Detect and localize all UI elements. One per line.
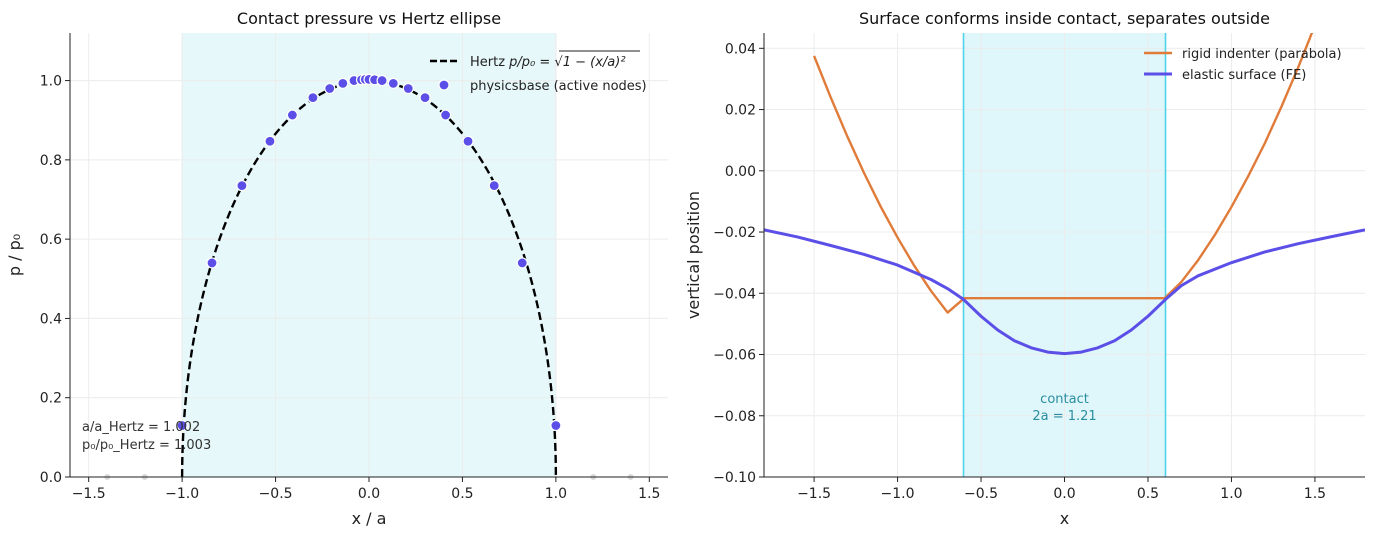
chart2-y-tick-label: −0.02	[713, 225, 756, 241]
elastic-surface-line	[764, 228, 1365, 356]
chart2-x-tick-label: −1.0	[881, 486, 915, 502]
chart2-x-tick-label: −1.5	[797, 486, 831, 502]
active-node-point	[206, 257, 218, 269]
active-node-point	[550, 419, 562, 432]
chart1-y-tick-label: 0.8	[40, 153, 62, 169]
legend-active-label: physicsbase (active nodes)	[470, 79, 647, 94]
chart1-y-tick-label: 0.6	[40, 232, 62, 248]
chart1-x-tick-label: 0.0	[358, 486, 380, 502]
chart2-x-tick-label: 1.0	[1220, 486, 1242, 502]
chart1-x-tick-label: −0.5	[259, 486, 293, 502]
chart2-x-tick-label: 0.5	[1137, 486, 1159, 502]
active-node-point	[488, 180, 500, 192]
chart1-x-axis-label: x / a	[352, 509, 387, 528]
chart1-y-tick-label: 0.4	[40, 311, 62, 327]
surface-chart: −1.5 −1.0 −0.5 0.0 0.5 1.0 1.5 −0.10 −0.08 −0.06 −…	[687, 9, 1365, 528]
active-node-point	[402, 82, 414, 95]
active-node-point	[462, 135, 474, 147]
chart2-y-tick-label: −0.04	[713, 286, 756, 302]
legend-active-swatch	[438, 79, 450, 91]
annotation-a-ratio: a/a_Hertz = 1.002	[82, 420, 200, 435]
chart1-x-tick-label: −1.5	[72, 486, 106, 502]
chart2-y-axis-label: vertical position	[687, 191, 703, 319]
chart2-y-tick-label: −0.06	[713, 348, 756, 364]
chart1-x-tick-label: 0.5	[451, 486, 473, 502]
chart1-y-tick-label: 1.0	[40, 74, 62, 90]
legend-indenter-label: rigid indenter (parabola)	[1182, 47, 1342, 62]
chart2-y-tick-label: 0.04	[725, 41, 756, 57]
active-node-point	[376, 74, 388, 87]
chart2-y-tick-label: 0.00	[725, 164, 756, 180]
chart2-y-tick-label: −0.08	[713, 409, 756, 425]
chart2-x-tick-label: −0.5	[964, 486, 998, 502]
chart1-y-tick-label: 0.2	[40, 391, 62, 407]
legend-hertz-label: Hertz p/p₀ = √1 − (x/a)²	[470, 55, 626, 70]
chart1-x-tick-label: 1.0	[545, 486, 567, 502]
active-node-point	[286, 109, 298, 121]
legend-surface-label: elastic surface (FE)	[1182, 68, 1306, 83]
chart2-y-tick-label: −0.10	[713, 470, 756, 486]
chart1-x-tick-label: 1.5	[638, 486, 660, 502]
active-node-point	[324, 82, 336, 95]
chart2-x-tick-label: 0.0	[1053, 486, 1075, 502]
chart2-y-tick-label: 0.02	[725, 103, 756, 119]
chart1-x-tick-label: −1.0	[165, 486, 199, 502]
pressure-chart: −1.5 −1.0 −0.5 0.0 0.5 1.0 1.5 0.0 0.2 0.4 0.6 0.8 1…	[5, 9, 668, 528]
chart1-title: Contact pressure vs Hertz ellipse	[237, 9, 501, 28]
active-node-point	[419, 92, 431, 104]
contact-label: contact	[1040, 392, 1089, 407]
contact-width-label: 2a = 1.21	[1032, 409, 1096, 424]
chart2-x-tick-label: 1.5	[1304, 486, 1326, 502]
active-node-point	[236, 180, 248, 192]
active-node-point	[387, 77, 399, 89]
active-node-point	[440, 109, 452, 121]
active-node-point	[307, 92, 319, 104]
indenter-line	[812, 33, 1314, 314]
chart2-x-axis-label: x	[1060, 509, 1069, 528]
chart1-y-axis-label: p / p₀	[5, 234, 24, 276]
chart2-title: Surface conforms inside contact, separat…	[859, 9, 1270, 28]
active-node-point	[337, 77, 349, 89]
active-node-point	[516, 257, 528, 269]
annotation-p-ratio: p₀/p₀_Hertz = 1.003	[82, 438, 211, 453]
active-node-point	[264, 135, 276, 147]
chart1-y-tick-label: 0.0	[40, 470, 62, 486]
active-node-point	[176, 419, 188, 432]
